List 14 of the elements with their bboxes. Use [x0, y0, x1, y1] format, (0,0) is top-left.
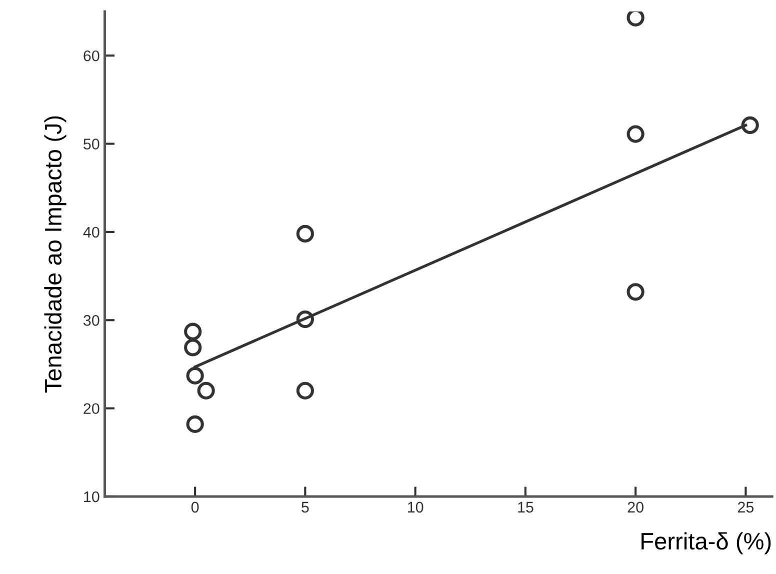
x-axis-title: Ferrita-δ (%)	[642, 532, 771, 554]
x-tick-label: 15	[518, 502, 534, 513]
y-tick-label: 20	[84, 403, 100, 414]
y-tick-label: 60	[84, 50, 100, 62]
x-tick-label: 10	[408, 502, 424, 513]
y-tick-label: 30	[83, 315, 100, 326]
x-tick-label: 20	[628, 502, 644, 513]
y-axis-title: Tenacidade ao Impacto (J)	[44, 116, 66, 393]
y-tick-label: 10	[84, 491, 100, 502]
x-tick-label: 25	[738, 502, 754, 513]
y-tick-label: 50	[84, 138, 100, 150]
y-tick-label: 40	[83, 226, 100, 238]
x-tick-label: 0	[191, 502, 199, 513]
x-tick-label: 5	[302, 502, 309, 513]
